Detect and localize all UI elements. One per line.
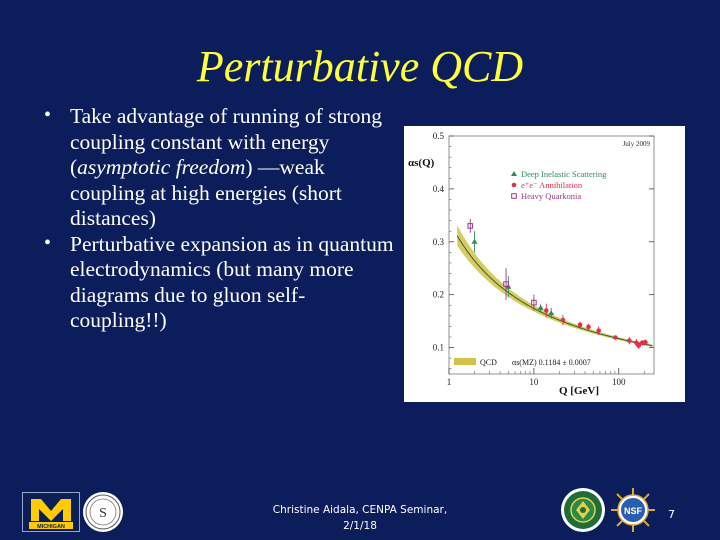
- data-point-circle: [596, 328, 601, 333]
- bullet-text: Take advantage of running of strong coup…: [70, 104, 382, 179]
- data-point-square: [467, 223, 474, 229]
- data-point-square: [503, 281, 509, 287]
- bullet-item: • Perturbative expansion as in quantum el…: [44, 232, 399, 334]
- data-point-circle: [636, 343, 642, 348]
- y-tick-label: 0.2: [433, 290, 444, 300]
- data-point-circle: [586, 324, 591, 330]
- data-point-circle: [626, 338, 632, 343]
- chart-svg: 0.1 0.2 0.3 0.4 0.5 1 10 100 αs(Q) Q [GeV] July 20…: [408, 131, 655, 397]
- svg-text:MICHIGAN: MICHIGAN: [37, 524, 65, 530]
- footer-credit: Christine Aidala, CENPA Seminar, 2/1/18: [260, 502, 460, 534]
- y-tick-label: 0.4: [433, 184, 445, 194]
- seal-logo: S: [82, 491, 124, 533]
- footer-line-1: Christine Aidala, CENPA Seminar,: [272, 504, 448, 516]
- y-tick-label: 0.3: [433, 237, 445, 247]
- bullet-marker: •: [44, 231, 52, 254]
- data-point-circle: [543, 308, 549, 313]
- x-tick-label: 10: [529, 377, 539, 387]
- bullet-text: ) —weak coupling at high energies (short…: [70, 155, 342, 230]
- qcd-band: [457, 225, 653, 347]
- corner-note: July 2009: [623, 140, 651, 148]
- data-point-triangle: [548, 310, 555, 316]
- legend-label: Deep Inelastic Scattering: [521, 169, 607, 179]
- data-point-circle: [560, 317, 566, 323]
- y-tick-label: 0.1: [433, 343, 444, 353]
- data-point-circle: [643, 339, 648, 345]
- y-axis-label: αs(Q): [408, 157, 435, 169]
- bullet-text: Perturbative expansion as in quantum ele…: [70, 231, 394, 333]
- department-of-energy-logo: [560, 487, 606, 533]
- band-legend-label: QCD: [480, 358, 497, 367]
- band-legend-swatch: [454, 358, 476, 365]
- x-tick-label: 100: [612, 377, 626, 387]
- y-tick-label: 0.5: [433, 131, 445, 141]
- legend-label: e⁺e⁻ Annihilation: [521, 180, 583, 190]
- plot-frame: [448, 135, 655, 375]
- band-fit-label: αs(MZ) 0.1184 ± 0.0007: [512, 358, 591, 367]
- legend-marker: [511, 171, 517, 176]
- slide-title: Perturbative QCD: [196, 42, 524, 91]
- x-tick-label: 1: [447, 377, 452, 387]
- university-of-michigan-logo: MICHIGAN: [22, 492, 80, 532]
- legend-marker: [511, 182, 517, 188]
- legend-label: Heavy Quarkonia: [521, 191, 581, 201]
- nsf-logo: NSF: [610, 487, 656, 533]
- svg-text:S: S: [99, 506, 107, 521]
- data-point-triangle: [471, 238, 478, 244]
- svg-text:NSF: NSF: [624, 506, 643, 516]
- bullet-emphasis: asymptotic freedom: [77, 155, 246, 179]
- footer-line-2: 2/1/18: [343, 520, 377, 532]
- data-point-square: [531, 299, 537, 306]
- bullet-list: • Take advantage of running of strong cou…: [44, 104, 399, 334]
- page-number: 7: [668, 508, 675, 521]
- data-point-circle: [613, 335, 618, 340]
- bullet-marker: •: [44, 104, 52, 126]
- running-coupling-chart: 0.1 0.2 0.3 0.4 0.5 1 10 100 αs(Q) Q [GeV] July 20…: [404, 126, 685, 402]
- x-axis-label: Q [GeV]: [559, 385, 599, 397]
- data-point-triangle: [537, 304, 544, 310]
- data-point-circle: [577, 322, 583, 328]
- bullet-item: • Take advantage of running of strong cou…: [44, 104, 399, 232]
- legend-marker: [511, 193, 517, 199]
- qcd-curve: [456, 235, 653, 347]
